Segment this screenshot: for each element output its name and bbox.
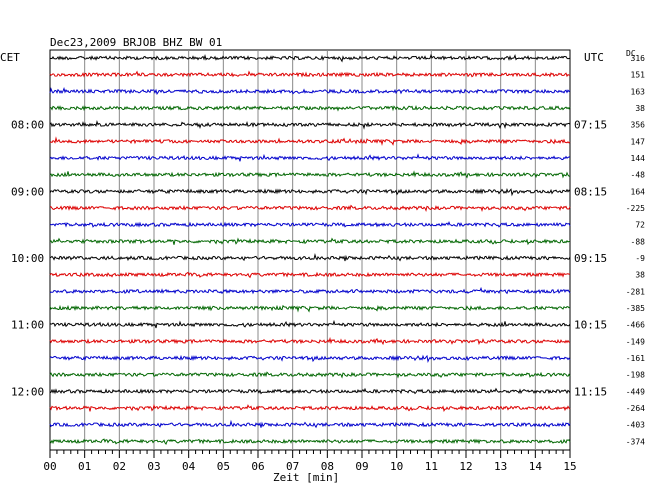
trace-line: [49, 136, 571, 146]
dc-offset-value: -264: [626, 404, 645, 413]
trace-line: [49, 87, 571, 95]
trace-line: [49, 403, 571, 412]
left-axis-label: CET: [0, 51, 20, 64]
dc-offset-value: 72: [635, 221, 645, 230]
dc-offset-value: -149: [626, 337, 645, 346]
dc-offset-value: 356: [631, 121, 646, 130]
grid-lines: [84, 50, 536, 450]
dc-offset-value: -466: [626, 321, 645, 330]
x-tick-label: 04: [182, 460, 196, 473]
x-tick-label: 13: [494, 460, 507, 473]
dc-offset-value: -385: [626, 304, 645, 313]
trace-line: [49, 187, 571, 197]
dc-offset-value: 144: [631, 154, 646, 163]
dc-offset-value: -449: [626, 387, 645, 396]
dc-offset-value: 38: [635, 104, 645, 113]
dc-offset-value: -225: [626, 204, 645, 213]
x-tick-label: 11: [425, 460, 438, 473]
trace-line: [49, 253, 571, 262]
x-tick-label: 14: [529, 460, 543, 473]
trace-line: [49, 120, 571, 130]
x-tick-label: 00: [43, 460, 56, 473]
cet-time-label: 09:00: [11, 185, 44, 198]
trace-line: [49, 153, 571, 162]
left-time-labels: 08:00 09:00 10:00 11:00 12:00: [11, 119, 44, 399]
trace-line: [49, 237, 571, 246]
x-tick-label: 08: [321, 460, 334, 473]
dc-offset-value: 147: [631, 137, 646, 146]
trace-line: [49, 336, 571, 346]
trace-line: [49, 104, 571, 112]
dc-offset-value: -88: [631, 237, 646, 246]
trace-line: [49, 170, 571, 179]
x-tick-label: 07: [286, 460, 299, 473]
cet-time-label: 11:00: [11, 319, 44, 332]
dc-offset-value: 163: [631, 87, 646, 96]
x-axis-label: Zeit [min]: [273, 471, 339, 484]
x-tick-label: 05: [217, 460, 230, 473]
dc-offset-value: -281: [626, 287, 645, 296]
dc-offset-value: -198: [626, 371, 645, 380]
dc-offset-value: 151: [631, 71, 646, 80]
x-tick-label: 01: [78, 460, 91, 473]
trace-line: [49, 221, 571, 228]
trace-line: [49, 387, 571, 395]
trace-line: [49, 371, 571, 379]
x-tick-label: 15: [563, 460, 576, 473]
dc-label: DC: [626, 49, 636, 58]
trace-line: [49, 319, 571, 329]
right-axis-label: UTC: [584, 51, 604, 64]
cet-time-label: 08:00: [11, 119, 44, 132]
trace-line: [49, 53, 571, 63]
dc-offset-value: -374: [626, 437, 645, 446]
x-tick-label: 06: [251, 460, 264, 473]
utc-time-label: 07:15: [574, 119, 607, 132]
utc-time-label: 08:15: [574, 185, 607, 198]
utc-time-label: 10:15: [574, 319, 607, 332]
x-tick-label: 09: [355, 460, 368, 473]
trace-line: [49, 286, 571, 295]
x-tick-label: 03: [147, 460, 160, 473]
x-tick-label: 12: [459, 460, 472, 473]
utc-time-label: 11:15: [574, 385, 607, 398]
dc-offset-value: 38: [635, 271, 645, 280]
plot-frame: [49, 49, 571, 451]
trace-line: [49, 271, 571, 279]
dc-offset-value: 316: [631, 54, 646, 63]
dc-offset-value: -403: [626, 421, 645, 430]
traces-group: [49, 53, 571, 445]
utc-time-label: 09:15: [574, 252, 607, 265]
dc-offset-value: -161: [626, 354, 645, 363]
dc-offset-value: -9: [635, 254, 645, 263]
trace-line: [49, 204, 571, 212]
trace-line: [49, 354, 571, 363]
trace-line: [49, 438, 571, 445]
x-axis: 00 01 02 03 04 05 06 07 08 09 10 11 12 13 14 15: [43, 450, 577, 473]
cet-time-label: 10:00: [11, 252, 44, 265]
chart-title: Dec23,2009 BRJOB BHZ BW 01: [50, 36, 222, 49]
cet-time-label: 12:00: [11, 385, 44, 398]
trace-line: [49, 419, 571, 429]
x-tick-label: 10: [390, 460, 403, 473]
right-time-labels: 07:15 08:15 09:15 10:15 11:15: [574, 119, 607, 399]
dc-offset-labels: 316 151 163 38 356 147 144 -48 164 -225 72 -88 -9 38 -…: [626, 54, 645, 446]
trace-line: [49, 70, 571, 78]
dc-offset-value: -48: [631, 171, 646, 180]
dc-offset-value: 164: [631, 187, 646, 196]
trace-line: [49, 304, 571, 313]
x-tick-label: 02: [113, 460, 126, 473]
